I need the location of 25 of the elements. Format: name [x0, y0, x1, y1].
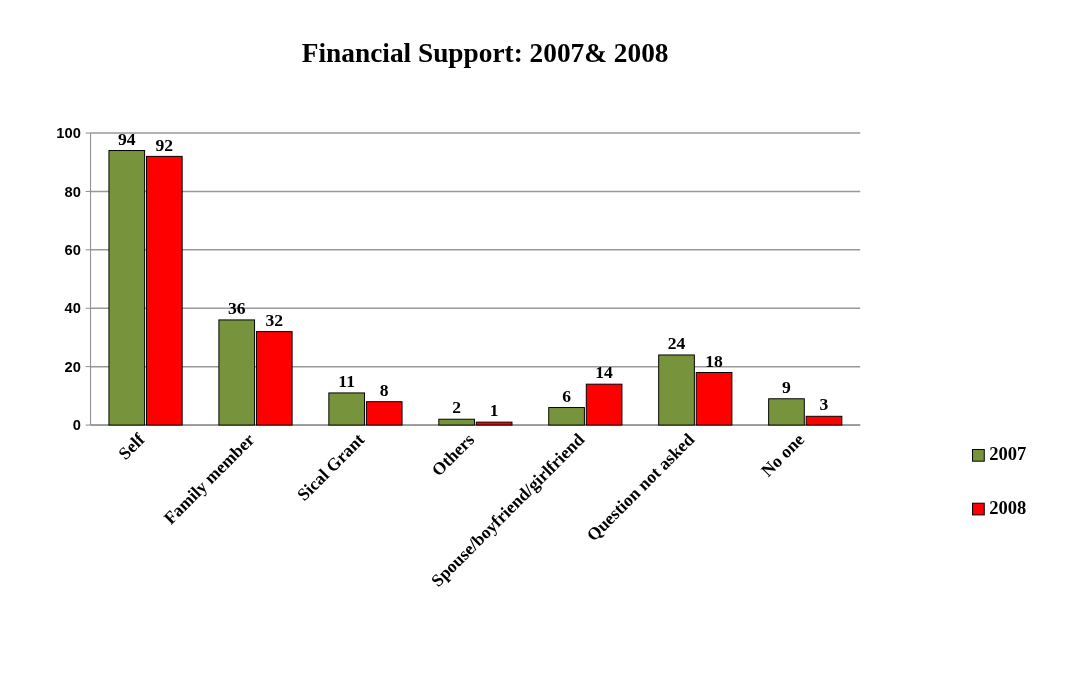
- x-tick-label: No one: [756, 429, 809, 481]
- y-tick-label: 100: [56, 125, 81, 142]
- data-label: 3: [819, 394, 829, 415]
- data-label: 14: [595, 362, 614, 383]
- chart-title: Financial Support: 2007& 2008: [301, 37, 669, 68]
- data-label: 94: [117, 128, 136, 149]
- y-tick-label: 40: [64, 300, 81, 317]
- y-tick-label: 20: [64, 358, 81, 375]
- data-label: 36: [227, 298, 246, 319]
- data-label: 6: [562, 385, 572, 406]
- data-label: 18: [705, 350, 724, 371]
- data-label: 2: [452, 397, 462, 418]
- y-tick-label: 60: [64, 241, 81, 258]
- data-label: 9: [782, 376, 792, 397]
- data-label: 8: [379, 379, 389, 400]
- data-label: 32: [265, 309, 284, 330]
- legend-label: 2007: [989, 443, 1027, 465]
- data-label: 11: [338, 371, 355, 392]
- data-label: 24: [667, 333, 686, 354]
- x-tick-label: Self: [114, 428, 150, 464]
- data-label: 92: [155, 134, 174, 155]
- y-tick-label: 0: [72, 417, 81, 434]
- legend-label: 2008: [989, 496, 1027, 518]
- data-label: 1: [489, 400, 499, 421]
- y-tick-label: 80: [64, 183, 81, 200]
